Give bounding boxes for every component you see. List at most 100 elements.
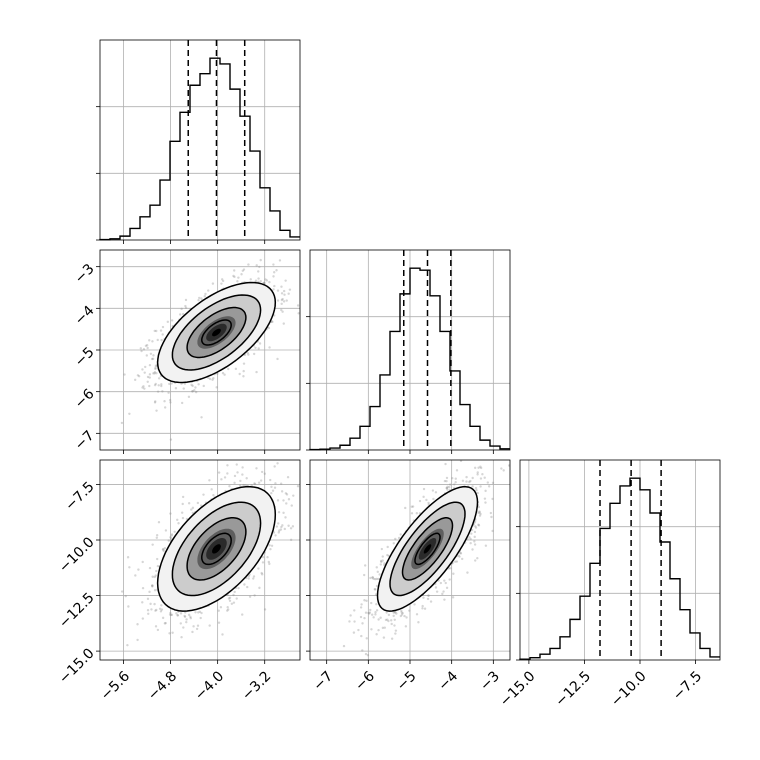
scatter-point [376,570,379,574]
scatter-point [187,395,191,399]
scatter-point [381,559,384,562]
hist-bar [370,407,380,450]
scatter-point [133,378,137,382]
scatter-point [473,535,476,539]
y-tick-label: −3 [72,261,98,287]
scatter-point [266,556,269,559]
scatter-point [375,609,379,612]
x-tick-label: −12.5 [552,668,594,710]
scatter-point [161,390,164,393]
scatter-point [264,278,267,281]
scatter-point [365,599,368,603]
scatter-point [479,485,482,488]
scatter-point [155,371,158,375]
scatter-point [255,467,258,470]
scatter-point [270,492,273,495]
scatter-point [303,289,305,291]
scatter-point [182,387,185,390]
scatter-point [478,510,481,513]
scatter-point [175,612,178,615]
scatter-point [280,525,283,529]
contour-line [201,319,232,346]
scatter-point [417,621,420,624]
scatter-point [377,577,380,581]
hist-bar [560,637,570,660]
scatter-point [271,320,274,324]
scatter-point [162,547,165,551]
scatter-point [242,375,245,378]
scatter-point [257,481,261,484]
hist-bar [350,438,360,450]
scatter-point [471,485,474,488]
scatter-point [208,624,211,627]
scatter-point [126,643,129,647]
scatter-point [394,629,398,632]
contour-line [201,532,232,566]
scatter-point [247,263,250,266]
scatter-point [468,480,471,484]
scatter-point [434,586,438,589]
scatter-point [297,312,300,315]
scatter-point [454,477,457,480]
scatter-point [394,632,397,635]
scatter-point [451,596,455,599]
scatter-point [167,539,170,542]
density-fill [212,544,221,554]
contour-line [171,501,262,597]
x-tick-label: −4.0 [192,668,227,703]
scatter-point [220,278,224,281]
scatter-point [253,482,256,485]
scatter-point [258,342,262,345]
scatter-point [144,344,148,348]
scatter-point [280,490,284,493]
scatter-point [287,524,290,527]
scatter-point [160,338,163,342]
scatter-point [474,525,477,528]
scatter-point [191,389,194,393]
scatter-point [202,384,205,388]
scatter-point [152,354,155,357]
scatter-point [359,606,363,609]
scatter-point [372,577,375,581]
scatter-point [154,400,157,403]
scatter-point [449,567,452,570]
scatter-point [155,608,158,612]
scatter-point [360,634,363,638]
scatter-point [200,297,203,300]
scatter-point [377,618,380,621]
scatter-point [248,595,252,598]
scatter-point [184,298,188,302]
scatter-point [370,601,373,605]
scatter-point [361,649,364,652]
scatter-point [136,623,139,626]
scatter-point [287,292,290,295]
scatter-point [374,611,377,614]
scatter-point [226,609,229,612]
scatter-point [174,387,178,390]
scatter-point [123,373,126,376]
scatter-point [477,511,480,515]
scatter-point [271,489,275,492]
scatter-point [342,644,346,648]
scatter-point [477,523,480,526]
scatter-point [211,282,215,285]
scatter-point [226,472,229,475]
scatter-point [445,486,449,490]
scatter-point [375,566,378,569]
scatter-point [374,577,377,581]
contour-line [389,501,466,597]
scatter-point [242,268,246,271]
scatter-point [137,568,140,571]
scatter-point [154,364,158,368]
histogram-param-3: −15.0 −12.5 −10.0 −7.5 [497,459,721,710]
histogram-param-1 [96,39,301,244]
scatter-point [149,352,153,355]
scatter-point [212,377,215,380]
scatter-point [273,465,276,468]
scatter-point [421,607,424,610]
scatter-point [386,618,389,621]
scatter-point [380,547,384,551]
panel-frame [519,459,721,661]
scatter-point [257,270,260,273]
scatter-point [280,298,284,302]
